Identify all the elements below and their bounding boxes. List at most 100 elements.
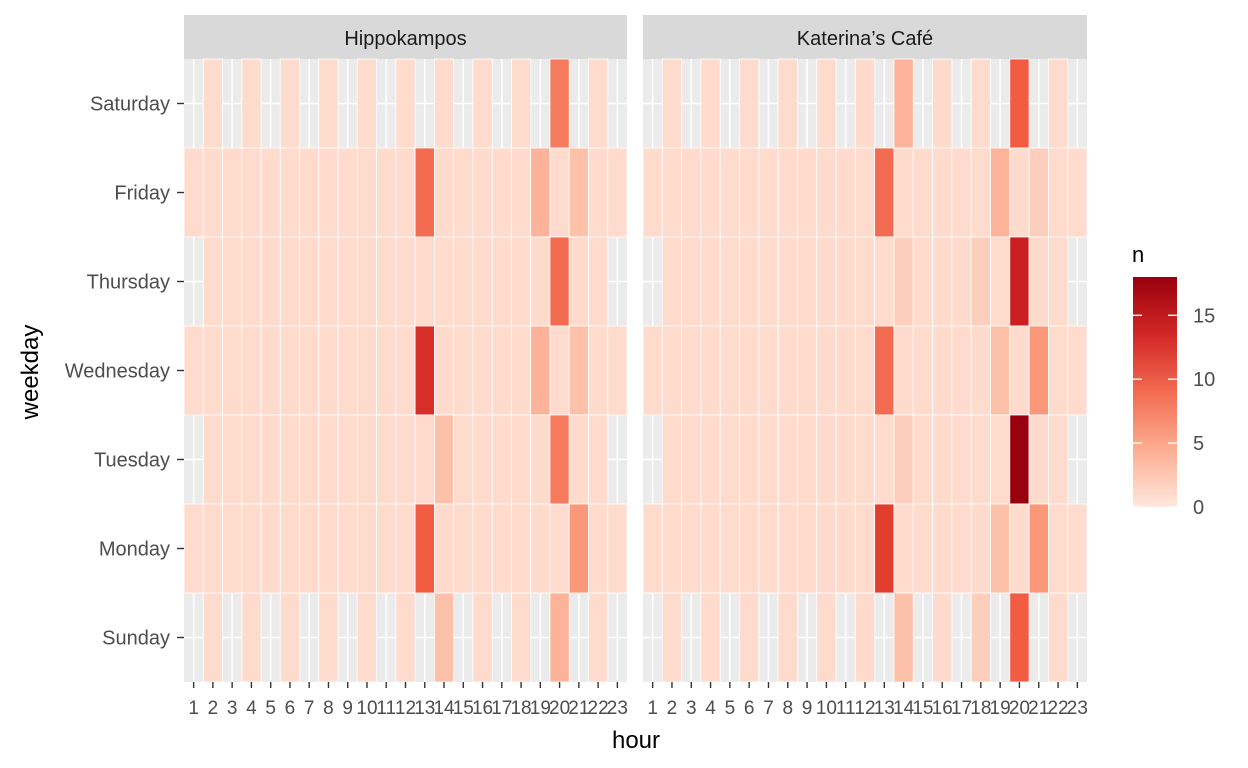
heat-tile (453, 236, 474, 327)
heat-tile (970, 325, 991, 416)
x-tick-label: 14 (893, 698, 915, 719)
y-tick-label: Wednesday (65, 361, 170, 383)
heat-tile (607, 147, 628, 238)
heat-tile (202, 58, 223, 149)
heat-tile (414, 503, 435, 594)
y-tick-label: Monday (99, 539, 170, 561)
heat-tile (318, 592, 339, 683)
heat-tile (279, 147, 300, 238)
x-tick-label: 17 (491, 698, 512, 719)
heat-tile (511, 414, 532, 505)
heat-tile (700, 325, 721, 416)
heat-tile (376, 414, 397, 505)
heat-tile (549, 147, 570, 238)
heat-tile (607, 325, 628, 416)
heat-tile (395, 503, 416, 594)
heat-tile (912, 414, 933, 505)
heat-tile (241, 147, 262, 238)
heat-tile (739, 147, 760, 238)
heat-tile (356, 592, 378, 683)
heat-tile (777, 503, 798, 594)
heat-tile (1047, 414, 1069, 505)
y-tick-label: Sunday (102, 628, 170, 650)
heat-tile (912, 503, 933, 594)
heat-tile (661, 325, 683, 416)
x-tick-label: 14 (433, 698, 455, 719)
x-axis-title: hour (612, 727, 660, 754)
heat-tile (854, 147, 876, 238)
legend: n 0 5 10 15 (1132, 242, 1215, 519)
heat-tile (719, 325, 740, 416)
heat-tile (951, 236, 972, 327)
heat-tile (970, 592, 991, 683)
heat-tile (816, 325, 837, 416)
x-tick-label: 11 (376, 698, 396, 719)
heat-tile (472, 592, 493, 683)
x-tick-label: 9 (342, 698, 353, 719)
heat-tile (376, 147, 397, 238)
heat-tile (433, 503, 455, 594)
heat-tile (816, 503, 837, 594)
heat-tile (395, 325, 416, 416)
heat-tile (739, 325, 760, 416)
x-tick-label: 4 (246, 698, 257, 719)
heat-tile (337, 147, 358, 238)
heat-tile (279, 325, 300, 416)
heat-tile (681, 147, 702, 238)
heat-tile (1067, 147, 1088, 238)
heat-tile (453, 503, 474, 594)
x-tick-label: 21 (1028, 698, 1049, 719)
facet-strip (184, 15, 627, 59)
heat-tile (758, 147, 779, 238)
heat-tile (893, 236, 914, 327)
heat-tile (530, 147, 551, 238)
heat-tile (530, 236, 551, 327)
y-axis: Saturday Friday Thursday Wednesday Tuesday Mo… (65, 94, 184, 650)
heat-tile (588, 592, 609, 683)
heat-tile (1028, 414, 1049, 505)
heat-tile (472, 503, 493, 594)
heat-tile (854, 325, 876, 416)
heat-tile (183, 325, 204, 416)
heat-tile (588, 503, 609, 594)
heat-tile (1067, 503, 1088, 594)
heat-tile (241, 236, 262, 327)
heat-tile (661, 592, 683, 683)
x-tick-label: 19 (990, 698, 1011, 719)
heat-tile (549, 414, 570, 505)
heat-tile (874, 414, 895, 505)
heat-tile (511, 58, 532, 149)
facet-strip-label: Katerina’s Café (797, 28, 933, 50)
heat-tile (491, 503, 512, 594)
heat-tile (990, 236, 1011, 327)
x-tick-label: 19 (530, 698, 551, 719)
heat-tile (893, 147, 914, 238)
heat-tile (299, 503, 320, 594)
heat-tile (700, 147, 721, 238)
heat-tile (318, 236, 339, 327)
heat-tile (511, 325, 532, 416)
heat-tile (970, 503, 991, 594)
heat-tile (661, 147, 683, 238)
heat-tile (816, 147, 837, 238)
heat-tile (202, 592, 223, 683)
heat-tile (472, 325, 493, 416)
heat-tile (739, 414, 760, 505)
x-tick-label: 8 (782, 698, 793, 719)
heat-tile (951, 325, 972, 416)
x-tick-label: 13 (874, 698, 895, 719)
heat-tile (816, 592, 837, 683)
heat-tile (1009, 414, 1030, 505)
heat-tile (932, 147, 953, 238)
heat-tile (241, 58, 262, 149)
y-tick-label: Saturday (90, 94, 170, 116)
heat-tile (395, 414, 416, 505)
x-tick-label: 11 (836, 698, 856, 719)
heat-tile (797, 325, 818, 416)
heat-tile (932, 503, 953, 594)
heat-tile (777, 236, 798, 327)
heat-tile (1028, 147, 1049, 238)
heat-tile (433, 592, 455, 683)
